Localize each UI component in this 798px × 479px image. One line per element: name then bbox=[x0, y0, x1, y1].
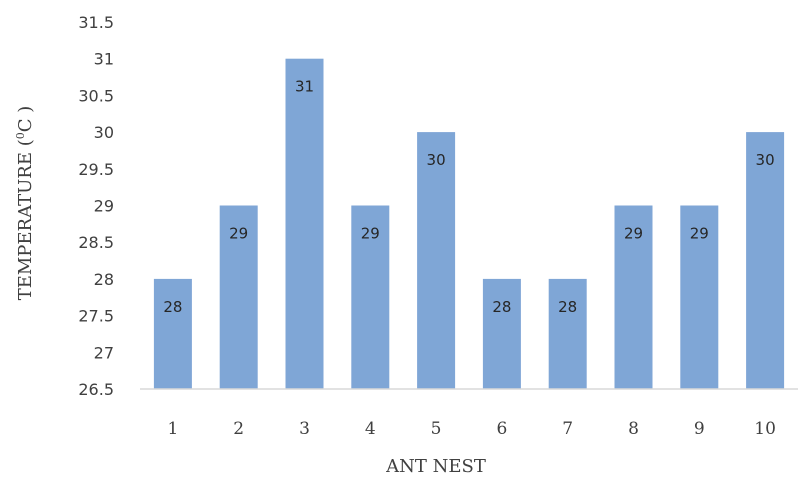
x-tick-label: 8 bbox=[628, 419, 639, 439]
bar-nest-3 bbox=[285, 58, 324, 389]
y-tick-label: 27 bbox=[94, 343, 114, 362]
x-tick-label: 1 bbox=[167, 419, 178, 439]
data-label: 29 bbox=[624, 225, 643, 243]
data-label: 29 bbox=[690, 225, 709, 243]
x-tick-label: 7 bbox=[562, 419, 573, 439]
y-axis-title-main: TEMPERATURE ( bbox=[15, 139, 36, 300]
x-tick-label: 6 bbox=[496, 419, 507, 439]
y-axis-title-superscript: 0 bbox=[14, 132, 27, 139]
bar-nest-9 bbox=[680, 205, 719, 389]
x-tick-label: 3 bbox=[299, 419, 310, 439]
bar-nest-2 bbox=[219, 205, 258, 389]
x-axis-ticks: 1 2 3 4 5 6 7 8 9 10 bbox=[167, 419, 775, 439]
y-tick-label: 31 bbox=[94, 50, 114, 69]
bar-nest-4 bbox=[351, 205, 390, 389]
bars bbox=[153, 58, 785, 389]
data-label: 28 bbox=[492, 298, 511, 316]
x-tick-label: 5 bbox=[431, 419, 442, 439]
y-tick-label: 26.5 bbox=[78, 380, 114, 399]
y-tick-label: 30.5 bbox=[78, 86, 114, 105]
data-label: 29 bbox=[361, 225, 380, 243]
y-tick-label: 30 bbox=[94, 123, 114, 142]
data-label: 28 bbox=[558, 298, 577, 316]
bar-nest-1 bbox=[153, 278, 192, 389]
data-label: 31 bbox=[295, 78, 314, 96]
bar-nest-6 bbox=[482, 278, 521, 389]
bar-nest-5 bbox=[417, 132, 456, 389]
data-label: 29 bbox=[229, 225, 248, 243]
y-tick-label: 27.5 bbox=[78, 307, 114, 326]
y-tick-label: 31.5 bbox=[78, 13, 114, 32]
y-axis-ticks: 26.5 27 27.5 28 28.5 29 29.5 30 30.5 31 31.5 bbox=[78, 13, 114, 399]
bar-nest-7 bbox=[548, 278, 587, 389]
data-label: 28 bbox=[163, 298, 182, 316]
data-label: 30 bbox=[427, 151, 446, 169]
bar-nest-10 bbox=[746, 132, 785, 389]
y-axis-title-unit: C ) bbox=[15, 106, 36, 133]
y-tick-label: 28.5 bbox=[78, 233, 114, 252]
y-tick-label: 29.5 bbox=[78, 160, 114, 179]
x-axis-title: ANT NEST bbox=[385, 456, 486, 477]
x-tick-label: 4 bbox=[365, 419, 376, 439]
x-tick-label: 9 bbox=[694, 419, 705, 439]
x-tick-label: 10 bbox=[754, 419, 776, 439]
y-tick-label: 28 bbox=[94, 270, 114, 289]
bar-nest-8 bbox=[614, 205, 653, 389]
data-labels: 28 29 31 29 30 28 28 29 29 30 bbox=[163, 78, 774, 316]
x-tick-label: 2 bbox=[233, 419, 244, 439]
data-label: 30 bbox=[756, 151, 775, 169]
y-axis-title: TEMPERATURE (0C ) bbox=[14, 106, 36, 301]
y-tick-label: 29 bbox=[94, 197, 114, 216]
